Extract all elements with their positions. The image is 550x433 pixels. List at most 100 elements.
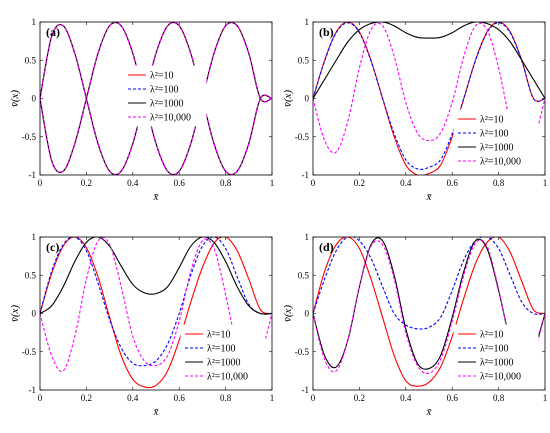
x-tick-label: 0.4: [127, 393, 139, 403]
panel-a: 0 0.2 0.4 0.6 0.8 1 -1 -0.5 0 0.5 1 x̄ v̄(x) (a) λ²=10…: [9, 17, 274, 203]
legend-label: λ²=10,000: [150, 113, 191, 124]
legend: λ²=10 λ²=100 λ²=1000 λ²=10,000: [453, 109, 539, 171]
x-tick-label: 0.2: [354, 393, 365, 403]
y-tick-label: 0: [305, 309, 310, 319]
y-tick-label: -0.5: [22, 132, 37, 142]
y-tick-label: 0: [32, 309, 37, 319]
x-axis-label: x̄: [153, 191, 159, 203]
x-tick-label: 0: [38, 393, 43, 403]
x-tick-label: 1: [543, 393, 548, 403]
x-axis-label: x̄: [426, 406, 432, 418]
x-tick-label: 1: [543, 178, 548, 188]
series-line-1: [40, 237, 272, 367]
series-lines: [40, 22, 272, 175]
y-tick-label: 0: [32, 94, 37, 104]
legend-box: [453, 324, 539, 386]
legend-label: λ²=10,000: [207, 372, 248, 383]
series-line-2: [313, 22, 545, 99]
y-tick-label: 1: [32, 17, 37, 27]
series-line-3: [40, 22, 272, 175]
legend-box: [453, 109, 539, 171]
y-tick-label: -0.5: [295, 132, 310, 142]
y-axis-label: v̄(x): [282, 90, 294, 107]
series-line-1: [313, 237, 545, 330]
x-tick-label: 0.2: [81, 178, 92, 188]
x-axis-label: x̄: [426, 191, 432, 203]
x-tick-label: 0.4: [400, 393, 412, 403]
x-tick-label: 0.6: [174, 393, 186, 403]
y-tick-label: -0.5: [295, 347, 310, 357]
y-axis-label: v̄(x): [9, 305, 21, 322]
legend-label: λ²=100: [207, 344, 236, 355]
series-lines: [313, 22, 545, 175]
plot-frame: [39, 236, 273, 391]
series-line-2: [40, 237, 272, 315]
panel-c: 0 0.2 0.4 0.6 0.8 1 -1 -0.5 0 0.5 1 x̄ v̄(x) (c) λ²=10…: [9, 232, 274, 418]
x-tick-label: 0.6: [174, 178, 186, 188]
legend-label: λ²=10: [480, 115, 504, 126]
legend-label: λ²=100: [480, 344, 509, 355]
x-axis-label: x̄: [153, 406, 159, 418]
x-tick-label: 0.4: [127, 178, 139, 188]
x-tick-label: 0.8: [220, 178, 232, 188]
x-tick-label: 0.6: [447, 393, 459, 403]
y-tick-label: -1: [302, 385, 310, 395]
legend-label: λ²=10: [150, 71, 174, 82]
x-tick-label: 0.8: [493, 393, 505, 403]
x-tick-label: 0.8: [493, 178, 505, 188]
legend-label: λ²=1000: [480, 358, 514, 369]
y-tick-label: 0: [305, 94, 310, 104]
legend-label: λ²=10: [480, 330, 504, 341]
x-tick-label: 0.4: [400, 178, 412, 188]
x-tick-label: 0: [311, 178, 316, 188]
y-tick-label: -1: [29, 385, 37, 395]
legend: λ²=10 λ²=100 λ²=1000 λ²=10,000: [453, 324, 539, 386]
y-tick-label: -1: [29, 170, 37, 180]
panel-label: (a): [46, 25, 60, 39]
x-tick-label: 1: [270, 178, 275, 188]
legend-box: [180, 324, 266, 386]
panel-label: (b): [319, 25, 334, 39]
series-line-mirror-3: [40, 22, 272, 175]
legend-label: λ²=1000: [480, 143, 514, 154]
legend-label: λ²=1000: [207, 358, 241, 369]
legend-label: λ²=10,000: [480, 157, 521, 168]
legend-label: λ²=1000: [150, 99, 184, 110]
y-axis-label: v̄(x): [9, 90, 21, 107]
legend: λ²=10 λ²=100 λ²=1000 λ²=10,000: [180, 324, 266, 386]
x-tick-label: 0.6: [447, 178, 459, 188]
panel-d: 0 0.2 0.4 0.6 0.8 1 -1 -0.5 0 0.5 1 x̄ v̄(x) (d) λ²=10…: [282, 232, 547, 418]
y-tick-label: 1: [305, 17, 310, 27]
legend-label: λ²=100: [150, 85, 179, 96]
series-line-3: [313, 22, 545, 154]
series-line-0: [313, 237, 545, 387]
panel-b: 0 0.2 0.4 0.6 0.8 1 -1 -0.5 0 0.5 1 x̄ v̄(x) (b) λ²=10…: [282, 17, 547, 203]
y-axis-label: v̄(x): [282, 305, 294, 322]
y-tick-label: 1: [305, 232, 310, 242]
x-tick-label: 0: [38, 178, 43, 188]
y-tick-label: 0.5: [25, 55, 37, 65]
series-line-0: [313, 22, 545, 175]
panel-label: (d): [319, 240, 334, 254]
y-tick-label: 1: [32, 232, 37, 242]
y-tick-label: 0.5: [25, 270, 37, 280]
series-line-0: [40, 237, 272, 389]
legend-label: λ²=10,000: [480, 372, 521, 383]
x-tick-label: 0: [311, 393, 316, 403]
y-tick-label: 0.5: [298, 270, 310, 280]
panel-label: (c): [46, 240, 59, 254]
legend-label: λ²=100: [480, 129, 509, 140]
plot-frame: [312, 236, 546, 391]
y-tick-label: -1: [302, 170, 310, 180]
plot-frame: [39, 21, 273, 176]
x-tick-label: 1: [270, 393, 275, 403]
x-tick-label: 0.2: [354, 178, 365, 188]
y-tick-label: -0.5: [22, 347, 37, 357]
legend: λ²=10 λ²=100 λ²=1000 λ²=10,000: [123, 65, 207, 127]
legend-label: λ²=10: [207, 330, 231, 341]
plot-frame: [312, 21, 546, 176]
x-tick-label: 0.2: [81, 393, 92, 403]
legend-box: [123, 65, 207, 127]
x-tick-label: 0.8: [220, 393, 232, 403]
